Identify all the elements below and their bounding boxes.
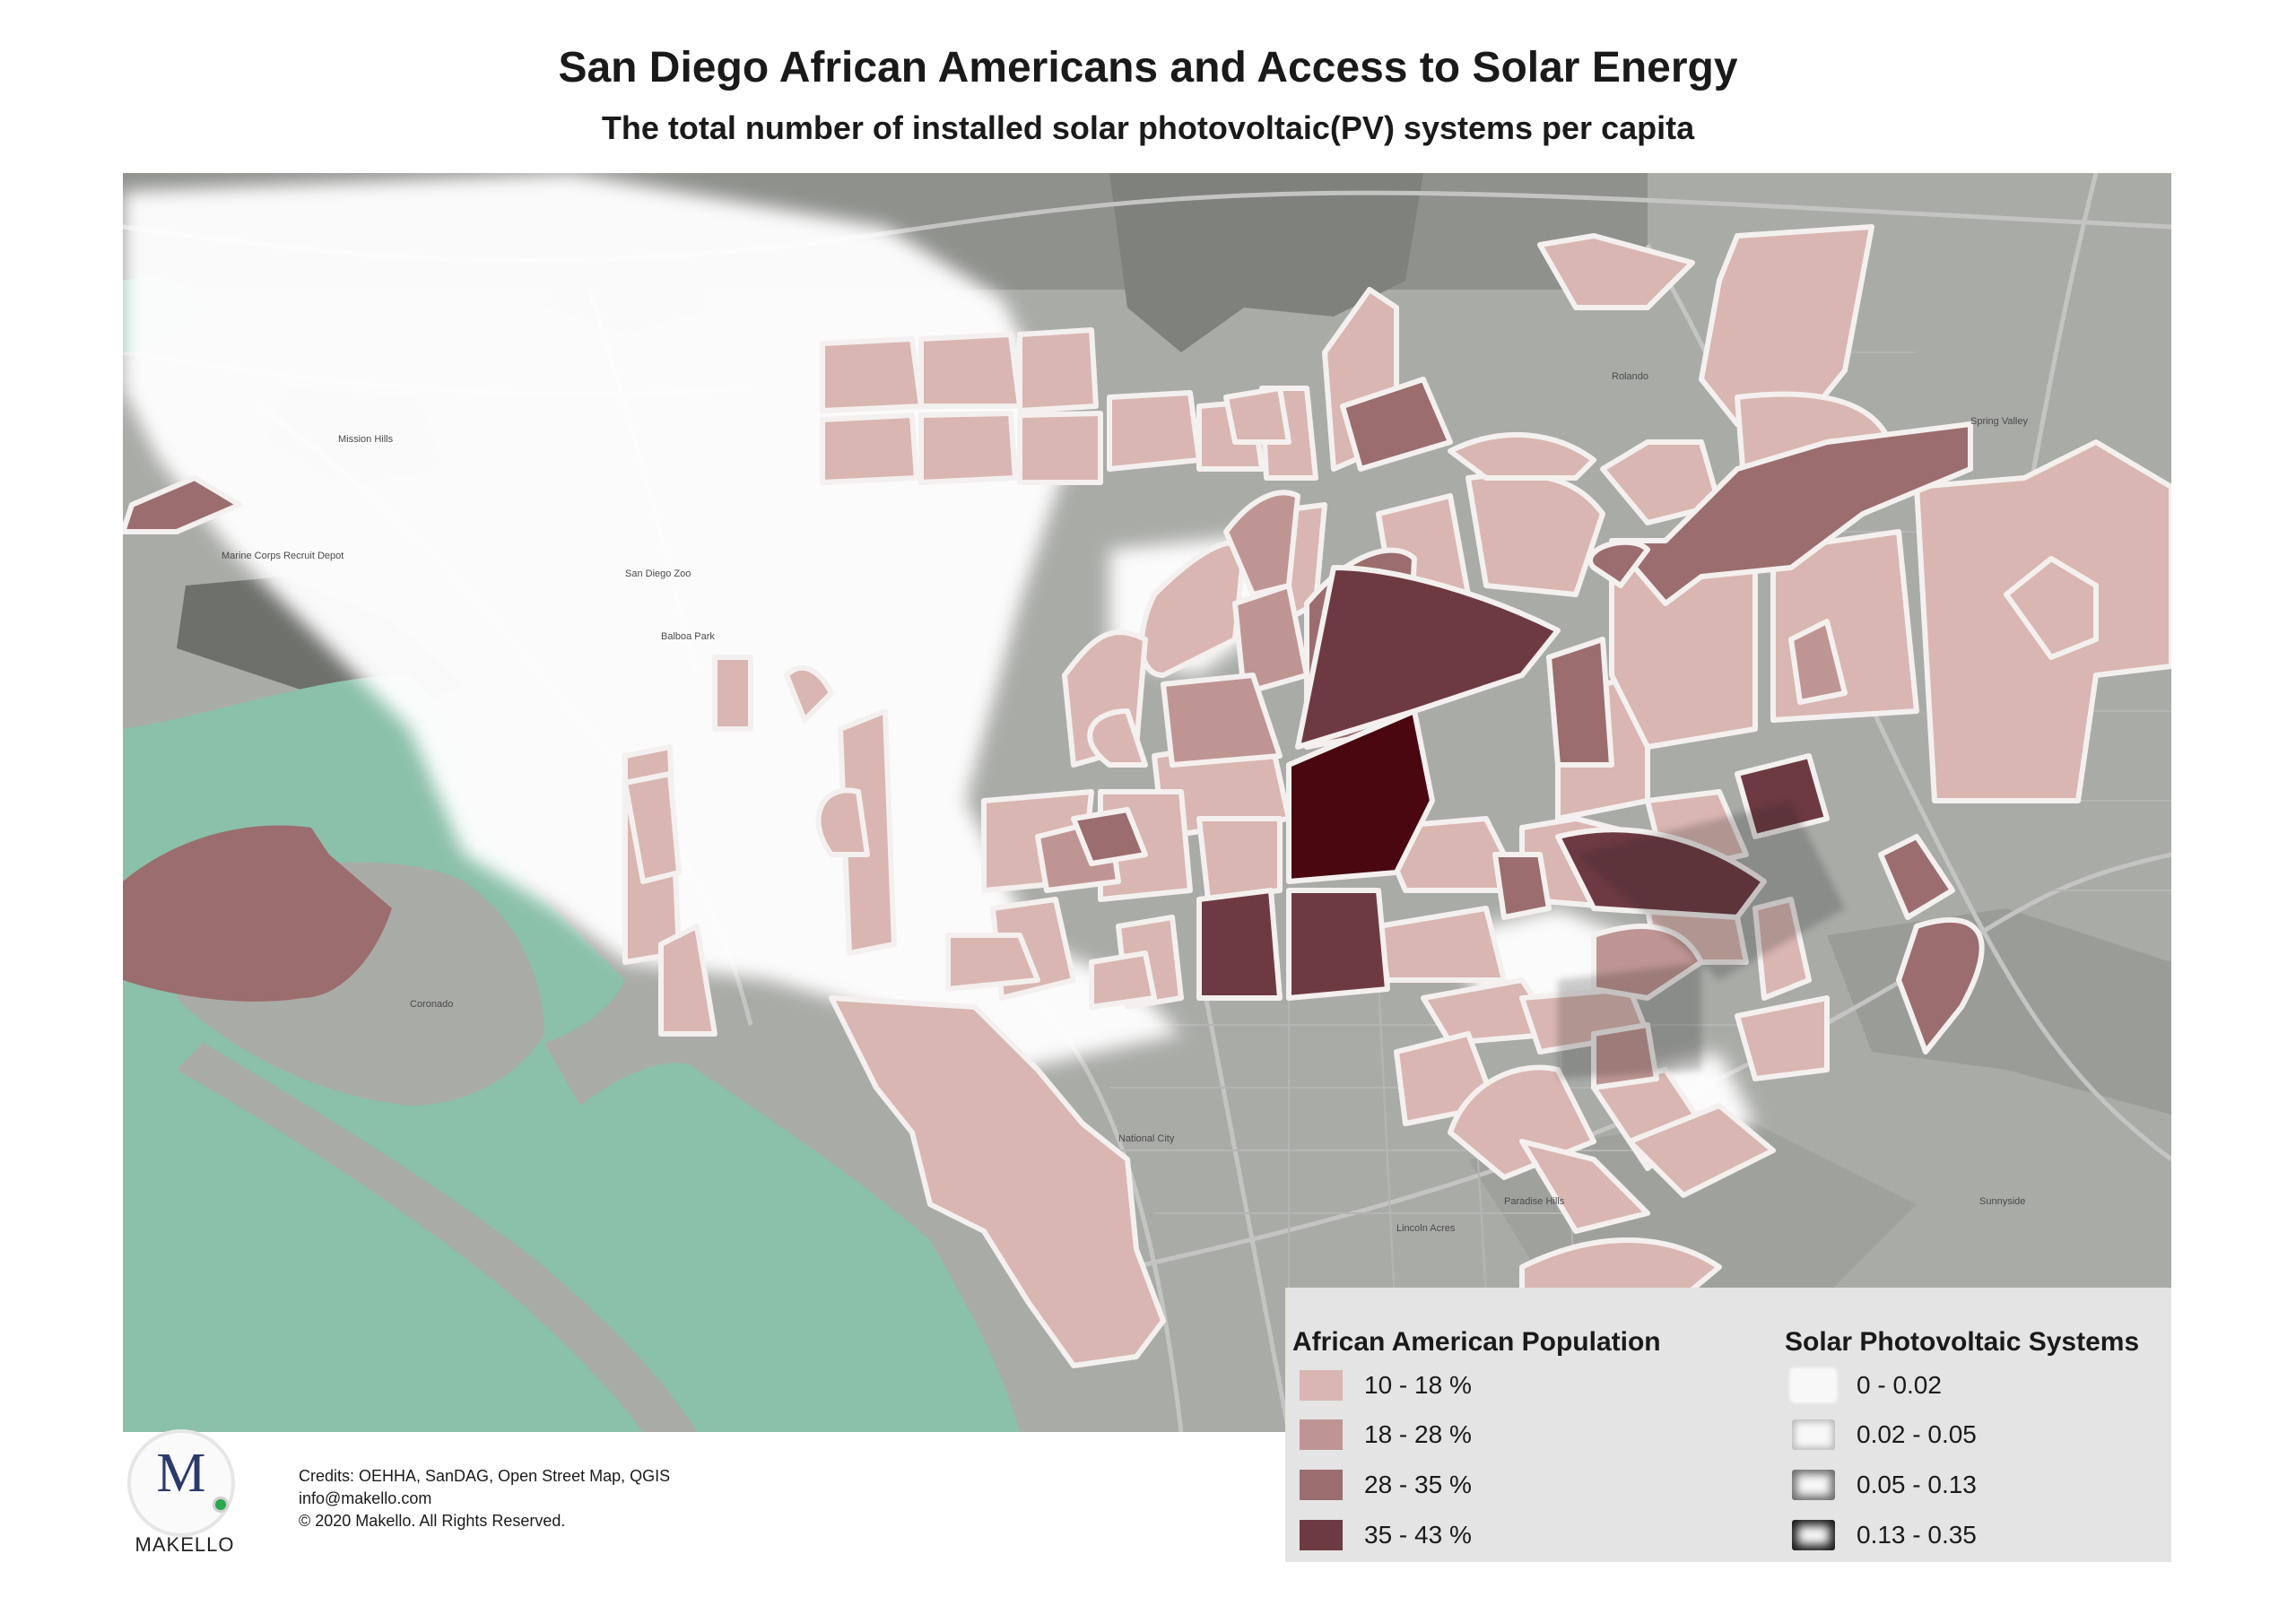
label-coronado: Coronado (410, 999, 453, 1010)
legend-pv-swatch (1792, 1520, 1835, 1550)
label-national-city: National City (1118, 1133, 1175, 1144)
label-rolando: Rolando (1612, 371, 1648, 382)
credits-sources: Credits: OEHHA, SanDAG, Open Street Map,… (299, 1467, 671, 1485)
credits-copyright: © 2020 Makello. All Rights Reserved. (299, 1512, 566, 1530)
legend-pop-label: 10 - 18 % (1364, 1371, 1472, 1399)
tract-west (123, 475, 242, 534)
legend-pv-swatch (1792, 1470, 1835, 1500)
map-subtitle: The total number of installed solar phot… (601, 109, 1695, 146)
tract-max (1286, 708, 1435, 884)
legend-pop-label: 28 - 35 % (1364, 1471, 1472, 1498)
legend-pop-label: 35 - 43 % (1364, 1521, 1472, 1549)
map-title: San Diego African Americans and Access t… (558, 44, 1738, 91)
legend-pop-swatch (1300, 1370, 1343, 1401)
pv-high-shading (1558, 801, 1845, 1079)
credits-block: Credits: OEHHA, SanDAG, Open Street Map,… (299, 1465, 670, 1532)
tract-downtown-1 (622, 771, 682, 884)
place-labels: Mission Hills Marine Corps Recruit Depot… (222, 371, 2028, 1234)
logo-name: MAKELLO (135, 1533, 235, 1556)
label-sunnyside: Sunnyside (1979, 1196, 2025, 1207)
logo-circle (131, 1433, 231, 1533)
legend-pv-label: 0.13 - 0.35 (1857, 1521, 1977, 1549)
legend-pv-label: 0 - 0.02 (1857, 1371, 1942, 1399)
logo-dot-icon (215, 1499, 226, 1510)
tract-downtown-2 (712, 655, 753, 732)
legend-pv-label: 0.05 - 0.13 (1857, 1471, 1977, 1498)
label-paradise-hills: Paradise Hills (1504, 1196, 1565, 1207)
mesa-dark-1 (1109, 173, 1423, 352)
label-zoo: San Diego Zoo (625, 568, 691, 579)
credits-email[interactable]: info@makello.com (299, 1489, 432, 1507)
label-spring-valley: Spring Valley (1970, 416, 2028, 427)
legend-pv-swatch (1792, 1419, 1835, 1450)
legend-pop-label: 18 - 28 % (1364, 1420, 1472, 1448)
legend-pv-swatch (1792, 1370, 1835, 1401)
silver-strand (177, 1043, 697, 1432)
north-island-naval (123, 825, 392, 1002)
map-canvas[interactable]: Mission Hills Marine Corps Recruit Depot… (123, 173, 2171, 1432)
makello-logo[interactable]: M MAKELLO (126, 1433, 244, 1560)
legend-population-heading: African American Population (1292, 1327, 1661, 1357)
legend-pop-swatch (1300, 1419, 1343, 1450)
legend-solar-heading: Solar Photovoltaic Systems (1785, 1327, 2140, 1357)
label-mission-hills: Mission Hills (338, 434, 394, 445)
legend-panel: African American Population 10 - 18 % 18… (1285, 1288, 2171, 1562)
label-lincoln-acres: Lincoln Acres (1396, 1223, 1456, 1234)
legend-pop-swatch (1300, 1520, 1343, 1550)
label-balboa-park: Balboa Park (661, 631, 715, 642)
legend-pop-swatch (1300, 1470, 1343, 1500)
label-mcrd: Marine Corps Recruit Depot (222, 551, 344, 561)
legend-pv-label: 0.02 - 0.05 (1857, 1420, 1977, 1448)
logo-letter: M (156, 1443, 206, 1504)
